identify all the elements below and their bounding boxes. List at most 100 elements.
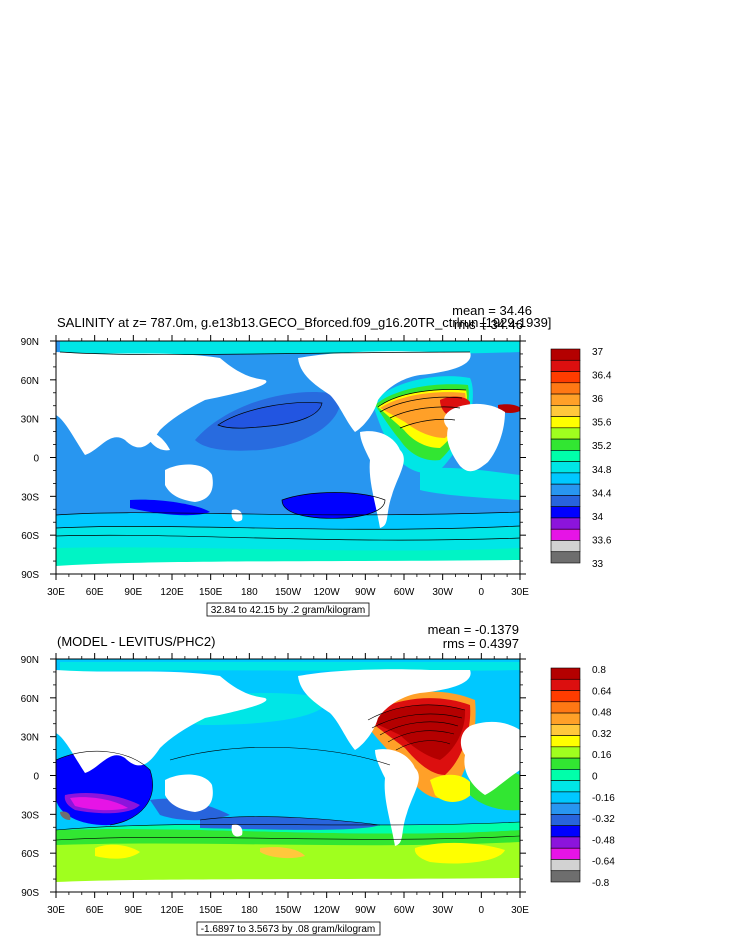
colorbar-label: 34 [592, 512, 604, 523]
colorbar-label: 0.16 [592, 750, 612, 761]
colorbar-swatch [550, 359, 581, 372]
colorbar-swatch [550, 393, 581, 406]
panel2-rms: rms = 0.4397 [443, 636, 519, 651]
p2-indian-grey [60, 811, 71, 820]
x-tick-label: 0 [479, 905, 485, 916]
x-tick-label: 90E [124, 905, 142, 916]
colorbar-swatch [550, 483, 581, 496]
p2-contours [56, 704, 520, 841]
colorbar-label: -0.64 [592, 857, 615, 868]
panel2-map [56, 659, 520, 892]
colorbar-swatch [550, 517, 581, 530]
p2-southern-yellow-mid [260, 847, 305, 859]
y-tick-label: 90N [21, 655, 39, 666]
colorbar-swatch [550, 506, 581, 519]
colorbar-swatch [550, 836, 581, 849]
colorbar-swatch [550, 825, 581, 838]
p2-southern-yellow-west [95, 844, 140, 859]
y-tick-label: 60N [21, 694, 39, 705]
y-tick-label: 30N [21, 733, 39, 744]
p1-north-pacific-mid [195, 392, 341, 451]
panel2-range-box [196, 921, 381, 936]
colorbar-swatch [550, 735, 581, 748]
x-tick-label: 0 [479, 587, 485, 598]
colorbar-label: 35.6 [592, 418, 612, 429]
x-tick-label: 120W [314, 905, 341, 916]
colorbar-label: 0.8 [592, 665, 606, 676]
x-tick-label: 150W [275, 905, 302, 916]
salinity-panel: mean = 34.46 SALINITY at z= 787.0m, g.e1… [21, 303, 612, 617]
colorbar-swatch [550, 791, 581, 804]
x-tick-label: 30E [47, 905, 65, 916]
colorbar-label: 36.4 [592, 371, 612, 382]
colorbar-label: -0.32 [592, 814, 615, 825]
x-tick-label: 30E [511, 587, 529, 598]
x-tick-label: 30E [511, 905, 529, 916]
colorbar-swatch [550, 551, 581, 564]
y-tick-label: 90S [21, 888, 39, 899]
colorbar-swatch [550, 450, 581, 462]
y-tick-label: 90S [21, 570, 39, 581]
colorbar-swatch [550, 678, 581, 691]
panel2-title: (MODEL - LEVITUS/PHC2) [57, 634, 215, 649]
y-tick-label: 30N [21, 415, 39, 426]
colorbar-swatch [550, 780, 581, 793]
colorbar-swatch [550, 348, 581, 361]
colorbar-label: 0 [592, 772, 598, 783]
x-tick-label: 30W [432, 587, 453, 598]
y-tick-label: 90N [21, 337, 39, 348]
y-tick-label: 30S [21, 810, 39, 821]
colorbar-swatch [550, 746, 581, 759]
panel1-rms: rms = 34.46 [454, 317, 523, 332]
colorbar-swatch [550, 724, 581, 736]
colorbar-label: -0.8 [592, 878, 610, 889]
colorbar-swatch [550, 802, 581, 815]
x-tick-label: 90W [355, 905, 376, 916]
colorbar-swatch [550, 371, 581, 384]
colorbar-swatch [550, 814, 581, 826]
colorbar-label: 36 [592, 394, 604, 405]
colorbar-label: 34.8 [592, 465, 612, 476]
colorbar-label: 0.64 [592, 686, 612, 697]
colorbar-swatch [550, 528, 581, 541]
colorbar-swatch [550, 690, 581, 703]
difference-panel: mean = -0.1379 (MODEL - LEVITUS/PHC2) rm… [21, 622, 615, 936]
panel2-axes: 30E 60E 90E 120E 150E 180 150W 120W 90W 60W 30W 0 30… [21, 653, 529, 916]
colorbar-label: 33.6 [592, 535, 612, 546]
x-tick-label: 150E [199, 587, 223, 598]
colorbar-swatch [550, 382, 581, 395]
x-tick-label: 30W [432, 905, 453, 916]
x-tick-label: 180 [241, 587, 258, 598]
colorbar-swatch [550, 712, 581, 725]
p2-southern-yellow-east [414, 842, 505, 864]
p2-land [56, 669, 520, 892]
colorbar-label: -0.48 [592, 835, 615, 846]
p2-south-pacific-blue [200, 816, 380, 830]
panel1-range-label: 32.84 to 42.15 by .2 gram/kilogram [211, 605, 366, 616]
colorbar-swatch [550, 540, 581, 553]
colorbar-swatch [550, 461, 581, 474]
y-tick-label: 0 [33, 454, 39, 465]
x-tick-label: 90W [355, 587, 376, 598]
x-tick-label: 120W [314, 587, 341, 598]
y-tick-label: 60N [21, 376, 39, 387]
colorbar-label: 0.32 [592, 729, 612, 740]
y-tick-label: 0 [33, 772, 39, 783]
x-tick-label: 60E [86, 905, 104, 916]
y-tick-label: 30S [21, 492, 39, 503]
y-tick-label: 60S [21, 849, 39, 860]
colorbar-swatch [550, 701, 581, 714]
p1-contours [56, 351, 520, 541]
x-tick-label: 60W [394, 587, 415, 598]
panel1-title: SALINITY at z= 787.0m, g.e13b13.GECO_Bfo… [57, 315, 551, 330]
p1-south-atlantic [420, 467, 520, 500]
x-tick-label: 150W [275, 587, 302, 598]
panel1-range-box [206, 602, 370, 617]
colorbar-label: 33 [592, 559, 604, 570]
colorbar-swatch [550, 416, 581, 429]
colorbar-swatch [550, 870, 581, 883]
panel1-axes: 30E 60E 90E 120E 150E 180 150W 120W 90W 60W 30W 0 30… [21, 335, 529, 598]
panel1-mean: mean = 34.46 [452, 303, 532, 318]
p1-south-indian-low [130, 499, 210, 516]
